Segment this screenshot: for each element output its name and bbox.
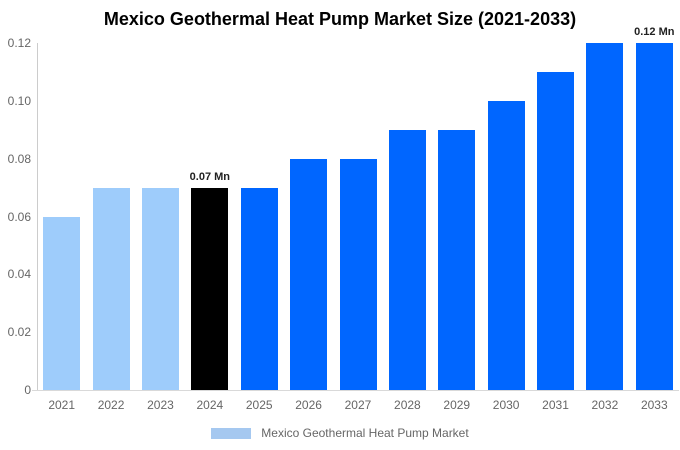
legend-swatch [211, 427, 252, 439]
legend-item[interactable]: Mexico Geothermal Heat Pump Market [0, 424, 680, 442]
y-tick-label: 0.02 [7, 325, 31, 340]
x-axis-line [32, 390, 679, 391]
bar-value-label-2024: 0.07 Mn [189, 170, 231, 183]
chart-title: Mexico Geothermal Heat Pump Market Size … [103, 9, 577, 29]
bar-2021[interactable] [43, 216, 81, 390]
x-tick-label-2025: 2025 [245, 398, 273, 412]
bar-2023[interactable] [141, 187, 179, 390]
y-tick-label: 0.12 [7, 36, 31, 50]
bar-value-label-2033: 0.12 Mn [634, 26, 675, 38]
x-tick-label-2027: 2027 [344, 398, 372, 412]
bar-2022[interactable] [92, 187, 130, 390]
bar-2027[interactable] [339, 158, 377, 390]
y-tick-label: 0.06 [7, 209, 31, 224]
y-tick-label: 0.10 [7, 93, 31, 108]
x-tick-label-2028: 2028 [394, 398, 421, 412]
y-axis-line [37, 43, 38, 390]
bar-2028[interactable] [388, 129, 426, 390]
bar-2029[interactable] [438, 129, 476, 390]
bar-2032[interactable] [586, 43, 624, 390]
x-tick-label-2022: 2022 [97, 398, 125, 412]
y-tick-label: 0 [24, 383, 31, 397]
x-tick-label-2029: 2029 [443, 398, 471, 412]
y-tick-label: 0.08 [7, 151, 31, 166]
bar-2025[interactable] [240, 187, 278, 390]
legend-label: Mexico Geothermal Heat Pump Market [261, 426, 469, 440]
y-tick-label: 0.04 [7, 267, 31, 282]
x-tick-label-2023: 2023 [147, 398, 174, 412]
x-tick-label-2032: 2032 [591, 398, 619, 412]
x-tick-label-2021: 2021 [48, 398, 76, 412]
bar-2031[interactable] [537, 71, 575, 390]
bar-2030[interactable] [487, 100, 525, 390]
bar-2026[interactable] [290, 158, 328, 390]
x-tick-label-2026: 2026 [295, 398, 322, 412]
x-tick-label-2033: 2033 [640, 398, 668, 412]
x-tick-label-2024: 2024 [196, 398, 224, 412]
bar-2024[interactable] [191, 187, 229, 390]
x-tick-label-2031: 2031 [542, 398, 569, 412]
bar-2033[interactable] [635, 43, 673, 390]
x-tick-label-2030: 2030 [492, 398, 520, 412]
